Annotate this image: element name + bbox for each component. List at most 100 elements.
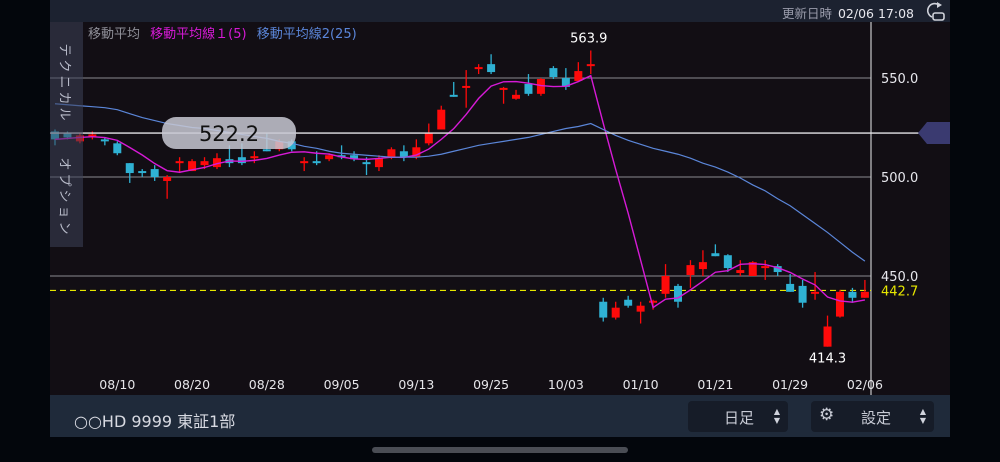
- candle: [300, 157, 309, 172]
- candle: [611, 301, 620, 320]
- candle: [487, 54, 496, 75]
- period-value: 日足: [724, 409, 755, 427]
- home-indicator[interactable]: [372, 447, 628, 453]
- candle: [399, 145, 408, 162]
- candle: [212, 153, 221, 170]
- candle: [599, 297, 608, 322]
- candle-body: [487, 64, 496, 73]
- candle-body: [424, 133, 433, 144]
- candle: [624, 295, 633, 308]
- candle: [736, 260, 745, 276]
- candle: [636, 301, 645, 324]
- chart-legend: 移動平均 移動平均線１(5) 移動平均線2(25): [88, 23, 363, 42]
- candle-body: [399, 151, 408, 158]
- candle-body: [138, 171, 147, 174]
- candle-body: [736, 270, 745, 274]
- x-tick-label: 10/03: [547, 377, 584, 392]
- tab-technical[interactable]: テクニカル: [56, 43, 72, 124]
- candle: [412, 139, 421, 160]
- candle-body: [212, 158, 221, 168]
- x-tick-label: 08/10: [99, 377, 136, 392]
- crosshair-value-pill: [162, 117, 296, 150]
- candle: [250, 151, 259, 164]
- bottom-toolbar: ○○HD 9999 東証1部 日足 ▲ ▼ ⚙ 設定 ▲ ▼: [50, 395, 950, 437]
- candle-body: [611, 307, 620, 318]
- tab-option[interactable]: オプション: [56, 157, 72, 238]
- candle: [449, 81, 458, 97]
- candle-body: [287, 141, 296, 150]
- candle-body: [661, 276, 670, 294]
- candle: [474, 64, 483, 75]
- candle: [524, 74, 533, 96]
- high-price-label: 563.9: [570, 31, 607, 46]
- legend-ma2[interactable]: 移動平均線2(25): [256, 27, 357, 42]
- period-select[interactable]: 日足 ▲ ▼: [688, 401, 788, 432]
- side-panel-tab[interactable]: テクニカル オプション: [50, 22, 83, 247]
- y-tick-label: 450.0: [881, 270, 918, 285]
- gear-icon: ⚙: [819, 405, 835, 425]
- candle: [811, 272, 820, 300]
- candle-body: [374, 158, 383, 168]
- ma5-line: [54, 74, 866, 309]
- low-price-label: 414.3: [809, 352, 846, 367]
- legend-title: 移動平均: [88, 27, 141, 42]
- candle-body: [686, 265, 695, 276]
- candle-body: [561, 78, 570, 87]
- candle-body: [624, 299, 633, 306]
- candle-body: [773, 266, 782, 273]
- candle-body: [449, 94, 458, 97]
- legend-ma1[interactable]: 移動平均線１(5): [150, 27, 247, 42]
- candle-body: [337, 155, 346, 158]
- crosshair-value: 522.2: [199, 122, 259, 146]
- candle-body: [811, 291, 820, 294]
- candle-body: [125, 163, 134, 174]
- candle: [175, 157, 184, 174]
- candle: [549, 66, 558, 79]
- candle-body: [636, 305, 645, 312]
- candle-body: [474, 67, 483, 70]
- candle: [586, 50, 595, 75]
- candle: [711, 244, 720, 257]
- settings-select[interactable]: ⚙ 設定 ▲ ▼: [811, 401, 934, 432]
- candle: [424, 123, 433, 146]
- candle: [848, 287, 857, 303]
- candle: [661, 264, 670, 298]
- candle-body: [574, 71, 583, 81]
- candle-body: [113, 143, 122, 154]
- candle: [798, 279, 807, 308]
- candle-body: [599, 301, 608, 318]
- candle-body: [798, 285, 807, 303]
- x-tick-label: 09/13: [398, 377, 435, 392]
- candle: [100, 137, 109, 146]
- candle-body: [200, 161, 209, 166]
- candle: [860, 279, 869, 298]
- candle: [138, 169, 147, 177]
- top-status-bar: 更新日時 02/06 17:08: [50, 0, 950, 22]
- candle-body: [674, 285, 682, 302]
- candle-body: [312, 161, 321, 164]
- x-tick-label: 01/29: [772, 377, 809, 392]
- candle: [113, 141, 122, 156]
- candle-body: [163, 177, 172, 181]
- candle-body: [362, 162, 371, 165]
- candle: [462, 70, 471, 108]
- update-time-value: 02/06 17:08: [837, 6, 914, 21]
- candle-body: [175, 161, 184, 164]
- candle-body: [100, 139, 109, 142]
- candle-body: [325, 155, 334, 160]
- candle: [574, 62, 583, 82]
- refresh-icon[interactable]: [924, 1, 946, 21]
- y-tick-label: 500.0: [881, 171, 918, 186]
- candle: [723, 254, 732, 273]
- x-tick-label: 08/20: [174, 377, 211, 392]
- candle-body: [462, 85, 471, 88]
- settings-label: 設定: [861, 409, 892, 427]
- crosshair-handle[interactable]: [918, 122, 950, 145]
- candle-body: [536, 78, 545, 94]
- x-axis: 08/10 08/20 08/28 09/05 09/13 09/25 10/03 01/10…: [50, 375, 950, 395]
- candle-body: [350, 155, 359, 160]
- candle: [761, 260, 770, 280]
- candle-body: [524, 83, 533, 94]
- x-tick-label: 02/06: [846, 377, 883, 392]
